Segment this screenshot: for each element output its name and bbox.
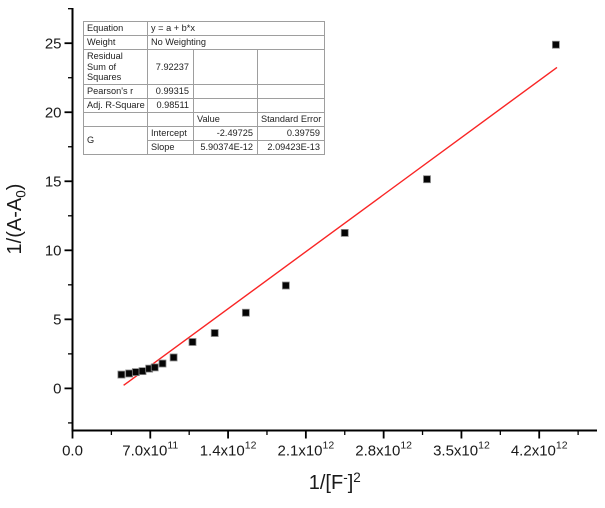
x-axis-tick-label: 2.8x1012 [355, 440, 412, 460]
stats-adj-r-empty-1 [193, 97, 258, 113]
stats-rss-value: 7.92237 [147, 49, 194, 85]
stats-adj-r-label: Adj. R-Square [83, 97, 148, 113]
data-point [188, 338, 197, 346]
data-point [131, 368, 140, 376]
stats-pearson-empty-2 [256, 83, 326, 99]
stats-pearson-value: 0.99315 [147, 83, 194, 99]
x-axis-tick-label: 7.0x1011 [122, 440, 178, 460]
stats-dataset-label: G [83, 125, 148, 155]
data-point [423, 175, 431, 184]
data-point [117, 370, 126, 379]
stats-pearson-empty-1 [193, 83, 258, 99]
stats-stderr-header: Standard Error [256, 111, 326, 127]
y-axis-tick-label: 5 [53, 312, 61, 329]
y-axis-tick-label: 10 [45, 243, 62, 260]
stats-pearson-label: Pearson's r [83, 83, 148, 99]
stats-weight-label: Weight [83, 35, 148, 50]
x-axis-tick-label: 0.0 [62, 443, 83, 460]
stats-rss-label: Residual Sum of Squares [83, 49, 148, 85]
stats-intercept-value: -2.49725 [193, 125, 258, 141]
y-axis-tick-label: 15 [45, 173, 62, 190]
data-point [158, 359, 167, 368]
stats-header-empty-2 [147, 111, 194, 127]
stats-equation-label: Equation [83, 21, 148, 36]
stats-adj-r-empty-2 [256, 97, 326, 113]
data-point [169, 353, 178, 362]
stats-slope-stderr: 2.09423E-13 [256, 139, 326, 155]
stats-intercept-label: Intercept [147, 125, 194, 141]
y-axis-tick-label: 0 [53, 381, 61, 398]
y-axis-tick-label: 20 [45, 104, 62, 121]
fit-stats-table: Equation y = a + b*x Weight No Weighting… [83, 21, 326, 155]
stats-equation-value: y = a + b*x [146, 21, 326, 36]
data-point [551, 40, 560, 49]
y-axis-tick-label: 25 [45, 35, 62, 52]
stats-value-header: Value [193, 111, 258, 127]
x-axis-tick-label: 3.5x1012 [433, 440, 490, 460]
stats-adj-r-value: 0.98511 [147, 97, 194, 113]
data-point [241, 308, 250, 317]
stats-rss-empty-2 [256, 49, 326, 85]
stats-rss-empty-1 [193, 49, 258, 85]
stats-weight-value: No Weighting [146, 35, 326, 50]
stats-header-empty-1 [83, 111, 148, 127]
data-point [210, 329, 219, 337]
x-axis-tick-label: 2.1x1012 [277, 440, 334, 460]
data-point [340, 229, 349, 237]
x-axis-tick-label: 1.4x1012 [200, 440, 257, 460]
fit-line [123, 66, 558, 386]
data-point [138, 367, 147, 376]
stats-intercept-stderr: 0.39759 [256, 125, 326, 141]
data-point [281, 281, 290, 290]
data-point [125, 369, 134, 378]
stats-slope-value: 5.90374E-12 [193, 139, 258, 155]
data-point [150, 363, 159, 372]
stats-slope-label: Slope [147, 139, 194, 155]
y-axis-title: 1/(A-A0) [4, 184, 29, 255]
x-axis-tick-label: 4.2x1012 [511, 440, 568, 460]
x-axis-title: 1/[F-]2 [309, 470, 361, 494]
